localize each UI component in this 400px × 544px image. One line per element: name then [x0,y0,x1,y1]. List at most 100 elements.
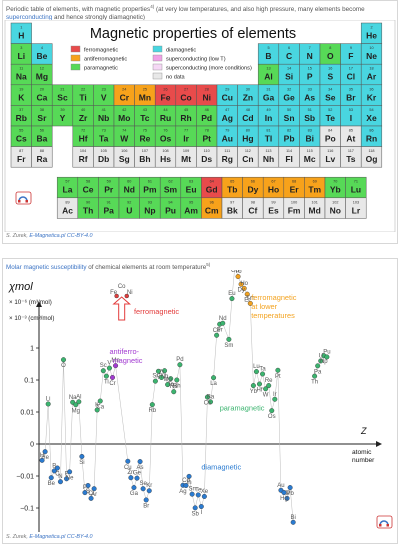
point-Re[interactable] [266,383,272,389]
point-Ru[interactable] [171,389,177,395]
point-Yb[interactable] [250,383,256,389]
element-cell-F[interactable]: 9F [340,43,362,65]
point-Hf[interactable] [256,381,262,387]
point-Sn[interactable] [189,491,195,497]
point-Tc[interactable] [168,376,174,382]
point-Dy[interactable] [238,281,244,287]
credit-site-link[interactable]: E-Magnetica.pl [29,233,66,239]
point-Se[interactable] [140,486,146,492]
element-cell-S[interactable]: 16S [319,63,341,86]
element-cell-N[interactable]: 7N [299,43,321,65]
point-Cr[interactable] [109,374,115,380]
point-O[interactable] [61,357,67,363]
point-Si[interactable] [79,453,85,459]
element-cell-O[interactable]: 8O [319,43,341,65]
point-Ta[interactable] [260,371,266,377]
point-V[interactable] [106,365,112,371]
point-Tl[interactable] [284,495,290,501]
credit-license-link[interactable]: CC-BY-4.0 [66,233,93,239]
point-Eu[interactable] [229,296,235,302]
point-Cl[interactable] [88,495,94,501]
point-H[interactable] [39,457,45,463]
caption-reference[interactable]: 4) [150,4,155,9]
element-cell-C[interactable]: 6C [278,43,300,65]
point-Ca[interactable] [97,398,103,404]
point-K[interactable] [94,407,100,413]
point-He[interactable] [42,449,48,455]
element-cell-W[interactable]: 74W [113,125,135,147]
point-I[interactable] [198,504,204,510]
point-F[interactable] [64,476,70,482]
element-cell-P[interactable]: 15P [299,63,321,86]
point-Pd[interactable] [177,362,183,368]
element-cell-V[interactable]: 23V [93,84,115,106]
point-Cs[interactable] [204,394,210,400]
point-Nd[interactable] [220,320,226,326]
element-cell-Y[interactable]: 39Y [51,105,74,127]
point-P[interactable] [82,490,88,496]
point-Mn[interactable] [113,363,119,369]
point-Tb[interactable] [235,274,241,280]
point-Ge[interactable] [134,475,140,481]
credit-license-link[interactable]: CC-BY-4.0 [66,534,93,540]
point-Te[interactable] [195,492,201,498]
element-cell-U[interactable]: 92U [118,197,140,219]
element-cell-B[interactable]: 5B [257,43,280,65]
point-Sm[interactable] [226,336,232,342]
point-Xe[interactable] [201,493,207,499]
element-cell-I[interactable]: 53I [340,105,362,127]
point-Y[interactable] [155,368,161,374]
point-Zr[interactable] [158,374,164,380]
point-Ar[interactable] [91,486,97,492]
superconducting-link[interactable]: superconducting [6,13,53,21]
element-cell-H[interactable]: 1H [10,22,32,44]
